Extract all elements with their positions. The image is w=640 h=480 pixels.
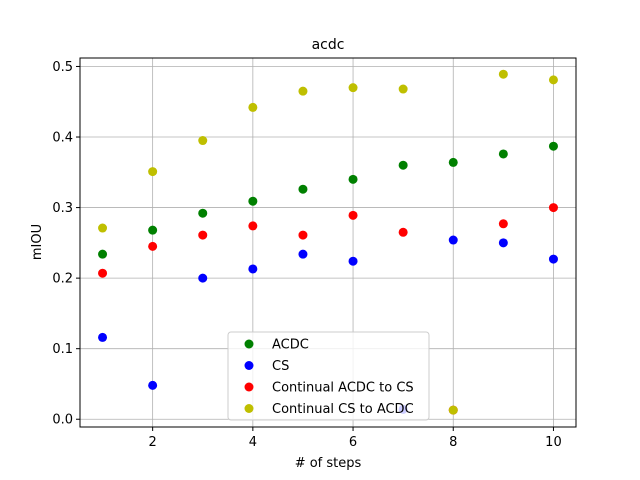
- data-point: [98, 223, 108, 233]
- y-tick-label: 0.2: [52, 272, 73, 287]
- data-point: [298, 184, 308, 194]
- legend-label: CS: [272, 359, 289, 374]
- data-point: [148, 167, 158, 177]
- y-axis-label: mIOU: [30, 224, 45, 260]
- data-point: [498, 219, 508, 229]
- data-point: [398, 84, 408, 94]
- data-point: [248, 264, 258, 274]
- data-point: [148, 241, 158, 251]
- data-point: [98, 249, 108, 259]
- data-point: [98, 332, 108, 342]
- data-point: [248, 196, 258, 206]
- data-point: [548, 203, 558, 213]
- x-tick-label: 2: [149, 435, 157, 450]
- x-tick-label: 4: [249, 435, 257, 450]
- data-point: [448, 157, 458, 167]
- data-point: [448, 235, 458, 245]
- data-point: [198, 208, 208, 218]
- data-point: [198, 230, 208, 240]
- data-point: [348, 210, 358, 220]
- x-tick-label: 8: [449, 435, 457, 450]
- data-point: [398, 227, 408, 237]
- data-point: [498, 149, 508, 159]
- legend-marker: [244, 404, 254, 413]
- x-tick-label: 6: [349, 435, 357, 450]
- data-point: [348, 83, 358, 93]
- data-point: [548, 75, 558, 85]
- data-point: [298, 230, 308, 240]
- data-point: [498, 69, 508, 79]
- y-tick-label: 0.4: [52, 131, 73, 146]
- data-point: [248, 102, 258, 112]
- x-axis-ticks: 2 4 6 8 10: [149, 427, 562, 450]
- data-point: [548, 141, 558, 151]
- legend-marker: [244, 361, 254, 370]
- data-point: [498, 238, 508, 248]
- y-tick-label: 0.5: [52, 60, 73, 75]
- y-tick-label: 0.3: [52, 201, 73, 216]
- legend-label: ACDC: [272, 338, 309, 353]
- chart-title: acdc: [312, 37, 345, 53]
- legend-marker: [244, 382, 254, 392]
- data-point: [448, 405, 458, 415]
- legend: ACDC CS Continual ACDC to CS Continual CS t…: [227, 331, 430, 421]
- legend-label: Continual CS to ACDC: [272, 402, 414, 417]
- legend-label: Continual ACDC to CS: [272, 381, 414, 396]
- data-point: [248, 221, 258, 231]
- y-axis-ticks: 0.0 0.1 0.2 0.3 0.4 0.5: [52, 60, 80, 428]
- y-tick-label: 0.0: [52, 413, 73, 428]
- data-point: [198, 273, 208, 283]
- plot-frame: [79, 57, 577, 428]
- data-point: [298, 86, 308, 96]
- data-point: [298, 249, 308, 259]
- data-point: [548, 254, 558, 264]
- data-point: [148, 380, 158, 390]
- data-point: [348, 256, 358, 266]
- data-point: [148, 225, 158, 235]
- legend-box: [227, 331, 430, 421]
- data-point: [398, 160, 408, 170]
- data-point: [348, 174, 358, 184]
- data-point: [198, 136, 208, 146]
- legend-marker: [244, 339, 254, 349]
- x-axis-label: # of steps: [295, 456, 362, 471]
- y-tick-label: 0.1: [52, 342, 73, 357]
- data-point: [98, 268, 108, 278]
- x-tick-label: 10: [545, 435, 562, 450]
